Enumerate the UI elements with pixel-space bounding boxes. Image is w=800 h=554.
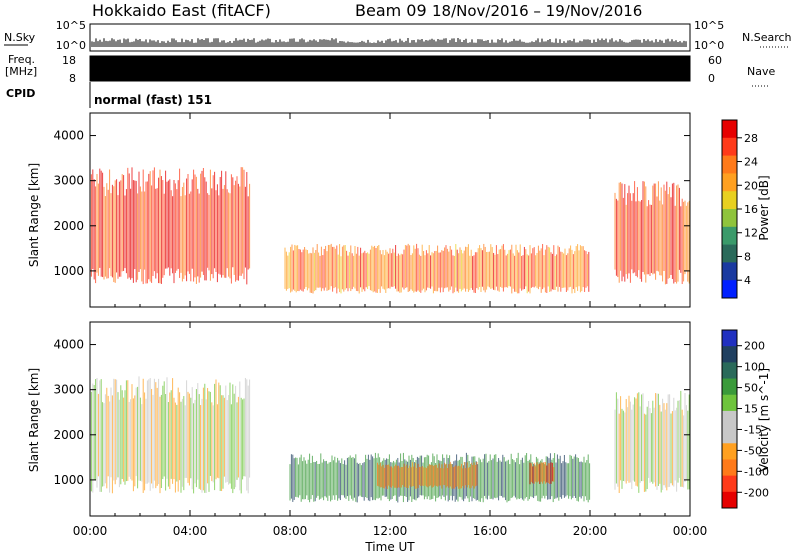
power-heatmap <box>89 167 690 294</box>
colorbar-tick-label: 24 <box>744 156 758 169</box>
velocity-colorbar-label: Velocity [m s^-1] <box>757 368 771 472</box>
x-tick-label: 04:00 <box>173 524 208 538</box>
colorbar-swatch <box>722 346 737 363</box>
nsky-panel <box>89 23 691 52</box>
x-tick-label: 00:00 <box>73 524 108 538</box>
colorbar-swatch <box>722 410 737 428</box>
y-tick-label: 4000 <box>53 338 84 352</box>
freq-label-line1: Freq. <box>8 53 35 66</box>
x-axis-label: Time UT <box>364 540 415 554</box>
nave-label: Nave <box>747 65 775 78</box>
colorbar-tick-label: -100 <box>744 465 769 478</box>
nave-tick-top: 60 <box>708 54 722 67</box>
cpid-label: CPID <box>6 87 35 100</box>
colorbar-swatch <box>722 443 737 460</box>
y-tick-label: 1000 <box>53 264 84 278</box>
colorbar-swatch <box>722 155 737 174</box>
nsky-trace <box>91 38 687 47</box>
power-panel: 1000 2000 3000 4000 Slant Range [km] <box>27 112 691 308</box>
nsky-label: N.Sky <box>4 31 36 44</box>
power-colorbar-label: Power [dB] <box>757 175 771 240</box>
colorbar-tick-label: 200 <box>744 340 765 353</box>
time-x-axis: 00:00 04:00 08:00 12:00 16:00 20:00 00:00 <box>73 113 708 538</box>
colorbar-swatch <box>722 244 737 263</box>
colorbar-tick-label: 100 <box>744 361 765 374</box>
colorbar-tick-label: 12 <box>744 227 758 240</box>
colorbar-tick-label: 4 <box>744 274 751 287</box>
freq-tick-top: 18 <box>62 54 76 67</box>
colorbar-swatch <box>722 378 737 396</box>
colorbar-tick-label: 16 <box>744 203 758 216</box>
colorbar-swatch <box>722 330 737 347</box>
velocity-colorbar: 200 100 50 15 -15 -50 -100 -200 <box>721 329 769 509</box>
colorbar-swatch <box>722 173 737 192</box>
radar-title: Hokkaido East (fitACF) <box>92 1 271 20</box>
nsearch-tick-top: 10^5 <box>694 19 724 32</box>
power-y-axis: 1000 2000 3000 4000 <box>53 129 690 278</box>
x-tick-label: 08:00 <box>273 524 308 538</box>
cpid-text: normal (fast) 151 <box>94 93 212 107</box>
nsky-tick-bottom: 10^0 <box>56 39 86 52</box>
nsearch-tick-bottom: 10^0 <box>694 39 724 52</box>
velocity-y-label: Slant Range [km] <box>27 368 41 472</box>
colorbar-tick-label: -15 <box>744 423 762 436</box>
colorbar-swatch <box>722 137 737 157</box>
colorbar-swatch <box>722 362 737 380</box>
velocity-y-axis: 1000 2000 3000 4000 <box>53 338 690 487</box>
colorbar-swatch <box>722 475 737 493</box>
colorbar-swatch <box>722 491 737 509</box>
velocity-panel: 1000 2000 3000 4000 Slant Range [km] <box>27 321 691 517</box>
colorbar-swatch <box>722 262 737 281</box>
x-tick-label: 16:00 <box>473 524 508 538</box>
colorbar-swatch <box>722 459 737 477</box>
colorbar-swatch <box>722 280 737 299</box>
colorbar-swatch <box>722 394 737 412</box>
y-tick-label: 4000 <box>53 129 84 143</box>
freq-label-line2: [MHz] <box>5 65 37 78</box>
power-y-label: Slant Range [km] <box>27 163 41 267</box>
colorbar-tick-label: 28 <box>744 132 758 145</box>
colorbar-tick-label: 8 <box>744 250 751 263</box>
colorbar-swatch <box>722 120 737 139</box>
colorbar-swatch <box>722 209 737 228</box>
y-tick-label: 3000 <box>53 383 84 397</box>
x-tick-label: 20:00 <box>573 524 608 538</box>
y-tick-label: 1000 <box>53 473 84 487</box>
y-tick-label: 2000 <box>53 428 84 442</box>
beam-label: Beam 09 <box>355 1 427 20</box>
colorbar-frame <box>721 329 738 509</box>
freq-panel <box>89 55 691 82</box>
colorbar-tick-label: 50 <box>744 382 758 395</box>
velocity-heatmap <box>89 376 690 503</box>
nave-tick-bottom: 0 <box>708 72 715 85</box>
y-tick-label: 3000 <box>53 174 84 188</box>
power-colorbar: 28 24 20 16 12 8 4 <box>721 119 758 299</box>
colorbar-tick-label: -50 <box>744 444 762 457</box>
x-tick-label: 00:00 <box>673 524 708 538</box>
date-range: 18/Nov/2016 – 19/Nov/2016 <box>432 2 642 20</box>
colorbar-tick-label: -200 <box>744 486 769 499</box>
colorbar-tick-label: 15 <box>744 403 758 416</box>
colorbar-swatch <box>722 226 737 246</box>
nsky-tick-top: 10^5 <box>56 19 86 32</box>
colorbar-swatch <box>722 427 737 444</box>
y-tick-label: 2000 <box>53 219 84 233</box>
nsearch-label: N.Search <box>742 31 792 44</box>
colorbar-tick-label: 20 <box>744 179 758 192</box>
freq-tick-bottom: 8 <box>69 72 76 85</box>
colorbar-swatch <box>722 191 737 210</box>
x-tick-label: 12:00 <box>373 524 408 538</box>
